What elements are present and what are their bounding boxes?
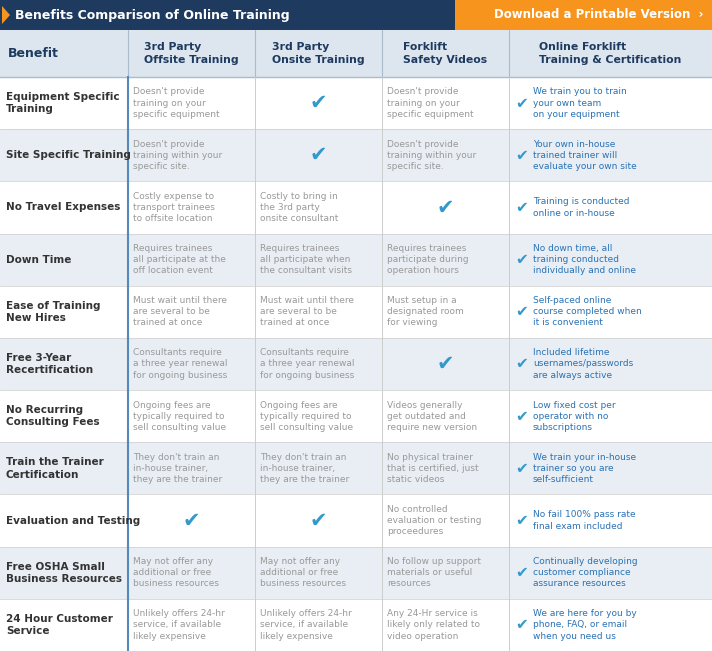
Text: Doesn't provide
training on your
specific equipment: Doesn't provide training on your specifi… [133, 87, 219, 118]
Bar [0, 599, 712, 651]
Text: Download a Printable Version  ›: Download a Printable Version › [495, 8, 704, 21]
Text: Requires trainees
all participate at the
off location event: Requires trainees all participate at the… [133, 244, 226, 275]
Text: Online Forklift
Training & Certification: Online Forklift Training & Certification [539, 42, 681, 65]
Text: May not offer any
additional or free
business resources: May not offer any additional or free bus… [260, 557, 346, 589]
Text: Self-paced online
course completed when
it is convenient: Self-paced online course completed when … [533, 296, 642, 327]
Text: Doesn't provide
training within your
specific site.: Doesn't provide training within your spe… [133, 140, 222, 171]
Bar [0, 390, 712, 442]
Text: ✔: ✔ [515, 200, 528, 215]
Text: Ease of Training
New Hires: Ease of Training New Hires [6, 301, 100, 323]
Text: Must wait until there
are several to be
trained at once: Must wait until there are several to be … [133, 296, 227, 327]
Text: ✔: ✔ [515, 409, 528, 424]
Text: No physical trainer
that is certified, just
static videos: No physical trainer that is certified, j… [387, 452, 478, 484]
Text: Consultants require
a three year renewal
for ongoing business: Consultants require a three year renewal… [133, 348, 228, 380]
Text: Free 3-Year
Recertification: Free 3-Year Recertification [6, 353, 93, 375]
Polygon shape [2, 6, 10, 24]
Bar [0, 338, 712, 390]
Text: Must setup in a
designated room
for viewing: Must setup in a designated room for view… [387, 296, 464, 327]
Text: Requires trainees
all participate when
the consultant visits: Requires trainees all participate when t… [260, 244, 352, 275]
Text: Must wait until there
are several to be
trained at once: Must wait until there are several to be … [260, 296, 354, 327]
Bar [0, 0, 455, 30]
Text: Benefits Comparison of Online Training: Benefits Comparison of Online Training [15, 8, 290, 21]
Text: ✔: ✔ [515, 148, 528, 163]
Text: We are here for you by
phone, FAQ, or email
when you need us: We are here for you by phone, FAQ, or em… [533, 609, 637, 641]
Text: Unlikely offers 24-hr
service, if available
likely expensive: Unlikely offers 24-hr service, if availa… [260, 609, 352, 641]
Text: Evaluation and Testing: Evaluation and Testing [6, 516, 140, 525]
Text: Unlikely offers 24-hr
service, if available
likely expensive: Unlikely offers 24-hr service, if availa… [133, 609, 225, 641]
Text: We train you to train
your own team
on your equipment: We train you to train your own team on y… [533, 87, 627, 118]
Text: ✔: ✔ [310, 510, 328, 531]
Bar [0, 547, 712, 599]
Text: Costly to bring in
the 3rd party
onsite consultant: Costly to bring in the 3rd party onsite … [260, 192, 338, 223]
Bar [0, 0, 712, 30]
Text: ✔: ✔ [310, 93, 328, 113]
Text: Ongoing fees are
typically required to
sell consulting value: Ongoing fees are typically required to s… [260, 400, 353, 432]
Text: Site Specific Training: Site Specific Training [6, 150, 131, 160]
Bar [0, 77, 712, 129]
Text: Videos generally
get outdated and
require new version: Videos generally get outdated and requir… [387, 400, 477, 432]
Text: ✔: ✔ [310, 145, 328, 165]
Text: Training is conducted
online or in-house: Training is conducted online or in-house [533, 197, 629, 217]
Text: ✔: ✔ [515, 252, 528, 267]
Text: Any 24-Hr service is
likely only related to
video operation: Any 24-Hr service is likely only related… [387, 609, 480, 641]
Text: Benefit: Benefit [8, 47, 59, 60]
Text: Down Time: Down Time [6, 255, 71, 265]
Text: Your own in-house
trained trainer will
evaluate your own site: Your own in-house trained trainer will e… [533, 140, 637, 171]
Text: Doesn't provide
training within your
specific site.: Doesn't provide training within your spe… [387, 140, 476, 171]
Text: They don't train an
in-house trainer,
they are the trainer: They don't train an in-house trainer, th… [133, 452, 222, 484]
Bar [0, 442, 712, 495]
Text: ✔: ✔ [515, 513, 528, 528]
Text: ✔: ✔ [515, 617, 528, 632]
Text: ✔: ✔ [436, 354, 454, 374]
Text: 3rd Party
Onsite Training: 3rd Party Onsite Training [272, 42, 365, 65]
Text: Consultants require
a three year renewal
for ongoing business: Consultants require a three year renewal… [260, 348, 355, 380]
Text: No down time, all
training conducted
individually and online: No down time, all training conducted ind… [533, 244, 636, 275]
Text: ✔: ✔ [515, 357, 528, 372]
Text: Forklift
Safety Videos: Forklift Safety Videos [404, 42, 488, 65]
Text: No follow up support
materials or useful
resources: No follow up support materials or useful… [387, 557, 481, 589]
Text: Ongoing fees are
typically required to
sell consulting value: Ongoing fees are typically required to s… [133, 400, 226, 432]
Text: They don't train an
in-house trainer,
they are the trainer: They don't train an in-house trainer, th… [260, 452, 350, 484]
Text: Doesn't provide
training on your
specific equipment: Doesn't provide training on your specifi… [387, 87, 473, 118]
Text: May not offer any
additional or free
business resources: May not offer any additional or free bus… [133, 557, 219, 589]
Text: Included lifetime
usernames/passwords
are always active: Included lifetime usernames/passwords ar… [533, 348, 633, 380]
Bar [0, 234, 712, 286]
Text: ✔: ✔ [183, 510, 200, 531]
Text: No fail 100% pass rate
final exam included: No fail 100% pass rate final exam includ… [533, 510, 636, 531]
Text: Continually developing
customer compliance
assurance resources: Continually developing customer complian… [533, 557, 638, 589]
Text: 3rd Party
Offsite Training: 3rd Party Offsite Training [145, 42, 239, 65]
Bar [0, 182, 712, 234]
Text: ✔: ✔ [515, 565, 528, 580]
Polygon shape [455, 0, 469, 30]
Text: 24 Hour Customer
Service: 24 Hour Customer Service [6, 614, 113, 636]
Text: Free OSHA Small
Business Resources: Free OSHA Small Business Resources [6, 562, 122, 584]
Bar [0, 30, 712, 77]
Bar [0, 286, 712, 338]
Text: Train the Trainer
Certification: Train the Trainer Certification [6, 457, 104, 480]
Text: Costly expense to
transport trainees
to offsite location: Costly expense to transport trainees to … [133, 192, 215, 223]
Text: We train your in-house
trainer so you are
self-sufficient: We train your in-house trainer so you ar… [533, 452, 636, 484]
Bar [0, 495, 712, 547]
Text: ✔: ✔ [436, 197, 454, 217]
Text: Low fixed cost per
operator with no
subscriptions: Low fixed cost per operator with no subs… [533, 400, 616, 432]
Text: No Travel Expenses: No Travel Expenses [6, 202, 120, 212]
Bar [0, 129, 712, 182]
Text: No controlled
evaluation or testing
proceedures: No controlled evaluation or testing proc… [387, 505, 481, 536]
Text: Equipment Specific
Training: Equipment Specific Training [6, 92, 120, 115]
Text: ✔: ✔ [515, 304, 528, 320]
Text: ✔: ✔ [515, 461, 528, 476]
Text: ✔: ✔ [515, 96, 528, 111]
Text: No Recurring
Consulting Fees: No Recurring Consulting Fees [6, 405, 100, 428]
Text: Requires trainees
participate during
operation hours: Requires trainees participate during ope… [387, 244, 468, 275]
